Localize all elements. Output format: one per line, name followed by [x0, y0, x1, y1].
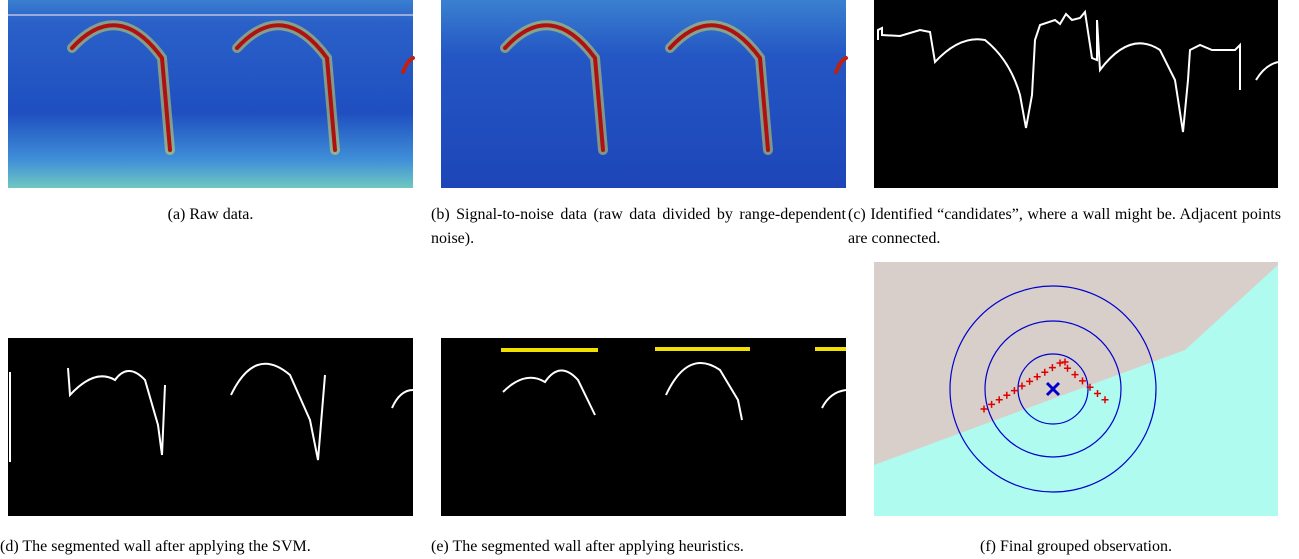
panel-b — [441, 0, 846, 188]
panel-c — [874, 0, 1278, 188]
caption: (e) The segmented wall after applying he… — [431, 535, 851, 559]
panel-d — [8, 338, 413, 516]
caption: (f) Final grouped observation. — [874, 535, 1278, 559]
caption: (d) The segmented wall after applying th… — [0, 535, 430, 559]
panel-e — [441, 338, 846, 516]
caption: (c) Identified “candidates”, where a wal… — [848, 203, 1281, 251]
figure — [0, 0, 1299, 557]
caption: (b) Signal-to-noise data (raw data divid… — [431, 203, 846, 251]
page: (a) Raw data. (b) Signal-to-noise data (… — [0, 0, 1299, 557]
panel-f — [874, 262, 1278, 516]
caption: (a) Raw data. — [8, 203, 413, 227]
panel-a — [8, 0, 413, 188]
